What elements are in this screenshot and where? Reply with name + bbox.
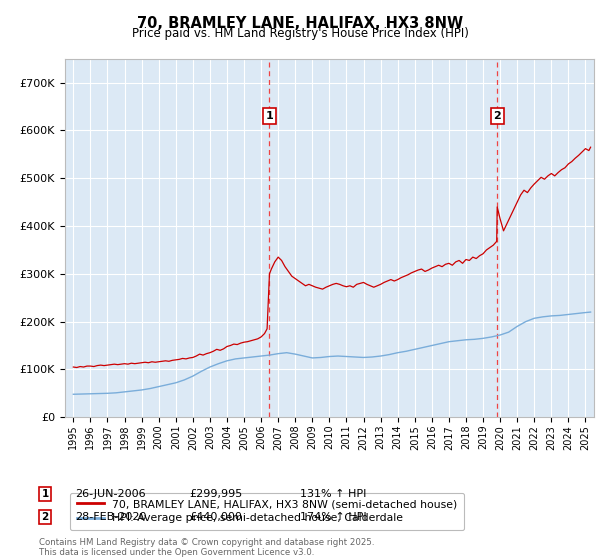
Text: 2: 2 bbox=[41, 512, 49, 522]
Text: 70, BRAMLEY LANE, HALIFAX, HX3 8NW: 70, BRAMLEY LANE, HALIFAX, HX3 8NW bbox=[137, 16, 463, 31]
Text: £299,995: £299,995 bbox=[189, 489, 242, 499]
Text: Contains HM Land Registry data © Crown copyright and database right 2025.
This d: Contains HM Land Registry data © Crown c… bbox=[39, 538, 374, 557]
Legend: 70, BRAMLEY LANE, HALIFAX, HX3 8NW (semi-detached house), HPI: Average price, se: 70, BRAMLEY LANE, HALIFAX, HX3 8NW (semi… bbox=[70, 492, 464, 530]
Text: £440,000: £440,000 bbox=[189, 512, 242, 522]
Text: 1: 1 bbox=[266, 111, 274, 121]
Text: 174% ↑ HPI: 174% ↑ HPI bbox=[300, 512, 367, 522]
Text: 2: 2 bbox=[493, 111, 501, 121]
Text: 1: 1 bbox=[41, 489, 49, 499]
Text: 28-FEB-2020: 28-FEB-2020 bbox=[75, 512, 146, 522]
Text: 26-JUN-2006: 26-JUN-2006 bbox=[75, 489, 146, 499]
Text: 131% ↑ HPI: 131% ↑ HPI bbox=[300, 489, 367, 499]
Text: Price paid vs. HM Land Registry's House Price Index (HPI): Price paid vs. HM Land Registry's House … bbox=[131, 27, 469, 40]
